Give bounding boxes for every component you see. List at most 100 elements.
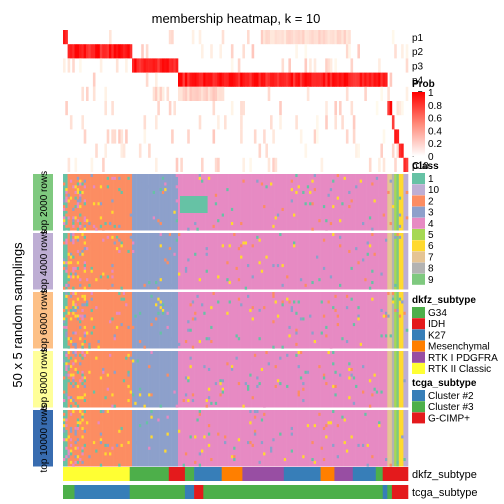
class-cell-variant	[198, 176, 202, 180]
class-cell	[207, 410, 211, 467]
membership-cell	[295, 72, 298, 87]
class-cell-variant	[368, 286, 372, 290]
class-cell-variant	[109, 219, 112, 223]
class-cell-variant	[67, 452, 71, 456]
class-cell	[173, 233, 176, 290]
class-cell	[214, 292, 218, 349]
class-cell-variant	[74, 359, 78, 363]
membership-cell	[164, 58, 167, 73]
class-cell-variant	[79, 278, 82, 282]
class-cell-variant	[63, 421, 66, 425]
class-cell-variant	[373, 340, 377, 344]
tcga-annotation-cell	[382, 485, 388, 499]
class-cell	[138, 233, 142, 290]
class-cell-variant	[293, 213, 296, 217]
dkfz-legend-label: G34	[428, 308, 447, 319]
class-cell-variant	[76, 424, 80, 428]
membership-cell	[230, 72, 234, 87]
class-cell	[276, 233, 280, 290]
class-cell-variant	[122, 379, 126, 383]
class-cell-variant	[69, 255, 73, 259]
class-cell	[233, 292, 236, 349]
class-cell	[380, 174, 383, 231]
class-legend-swatch	[412, 173, 425, 184]
class-cell-variant	[157, 272, 160, 276]
class-cell-variant	[290, 432, 294, 436]
panel-label: top 4000 rows	[39, 230, 50, 293]
class-cell-variant	[72, 185, 75, 189]
class-cell-variant	[286, 353, 289, 357]
class-cell-variant	[74, 300, 78, 304]
class-cell	[173, 351, 176, 408]
class-cell	[129, 410, 133, 467]
class-cell-variant	[150, 351, 153, 355]
class-cell-variant	[65, 306, 68, 310]
class-cell	[249, 410, 252, 467]
membership-cell	[304, 143, 308, 158]
class-cell-variant	[359, 342, 363, 346]
class-cell-variant	[83, 241, 87, 245]
class-cell-variant	[306, 370, 310, 374]
class-cell-variant	[279, 432, 282, 436]
class-cell-variant	[99, 463, 103, 467]
class-cell	[313, 233, 317, 290]
membership-cell	[334, 30, 337, 45]
class-cell	[152, 174, 156, 231]
class-cell-variant	[235, 334, 239, 338]
class-cell	[276, 292, 280, 349]
class-cell	[311, 351, 314, 408]
class-cell-variant	[67, 174, 71, 178]
membership-cell	[143, 129, 147, 144]
class-cell	[161, 233, 165, 290]
class-cell	[299, 233, 303, 290]
membership-cell	[350, 101, 354, 116]
class-cell	[401, 233, 404, 290]
class-cell-variant	[313, 188, 317, 192]
class-cell-variant	[164, 188, 167, 192]
class-cell-variant	[203, 435, 206, 439]
class-cell-variant	[95, 297, 98, 301]
membership-cell	[189, 86, 193, 101]
class-cell	[207, 351, 211, 408]
class-cell	[366, 292, 370, 349]
class-cell	[74, 351, 78, 408]
class-cell	[267, 174, 271, 231]
class-cell	[161, 174, 165, 231]
class-cell	[184, 292, 188, 349]
class-cell-variant	[79, 410, 82, 414]
class-cell	[226, 174, 229, 231]
class-cell-variant	[350, 199, 354, 203]
class-cell-variant	[230, 207, 234, 211]
class-cell-variant	[118, 249, 121, 253]
membership-cell	[309, 72, 312, 87]
class-cell-variant	[378, 323, 381, 327]
class-cell-variant	[65, 190, 68, 194]
class-cell-variant	[201, 449, 204, 453]
class-cell	[109, 174, 112, 231]
class-cell	[83, 410, 87, 467]
class-cell	[164, 410, 167, 467]
class-cell-variant	[65, 188, 68, 192]
class-cell-variant	[288, 325, 291, 329]
class-cell-variant	[350, 266, 354, 270]
class-cell-variant	[79, 193, 82, 197]
class-cell-variant	[224, 441, 227, 445]
class-cell-variant	[157, 418, 160, 422]
class-cell	[157, 292, 160, 349]
membership-cell	[67, 44, 71, 59]
class-cell-variant	[260, 441, 264, 445]
class-cell-variant	[69, 426, 73, 430]
class-cell-variant	[290, 449, 294, 453]
class-cell-variant	[256, 235, 259, 239]
class-cell-variant	[76, 216, 80, 220]
class-cell	[253, 233, 257, 290]
class-cell-variant	[65, 325, 68, 329]
membership-cell	[97, 44, 101, 59]
class-cell-variant	[122, 297, 126, 301]
class-cell	[258, 292, 262, 349]
class-cell-variant	[196, 432, 199, 436]
class-cell-variant	[219, 382, 222, 386]
class-cell	[152, 233, 156, 290]
class-cell-variant	[380, 190, 383, 194]
class-cell	[295, 292, 298, 349]
